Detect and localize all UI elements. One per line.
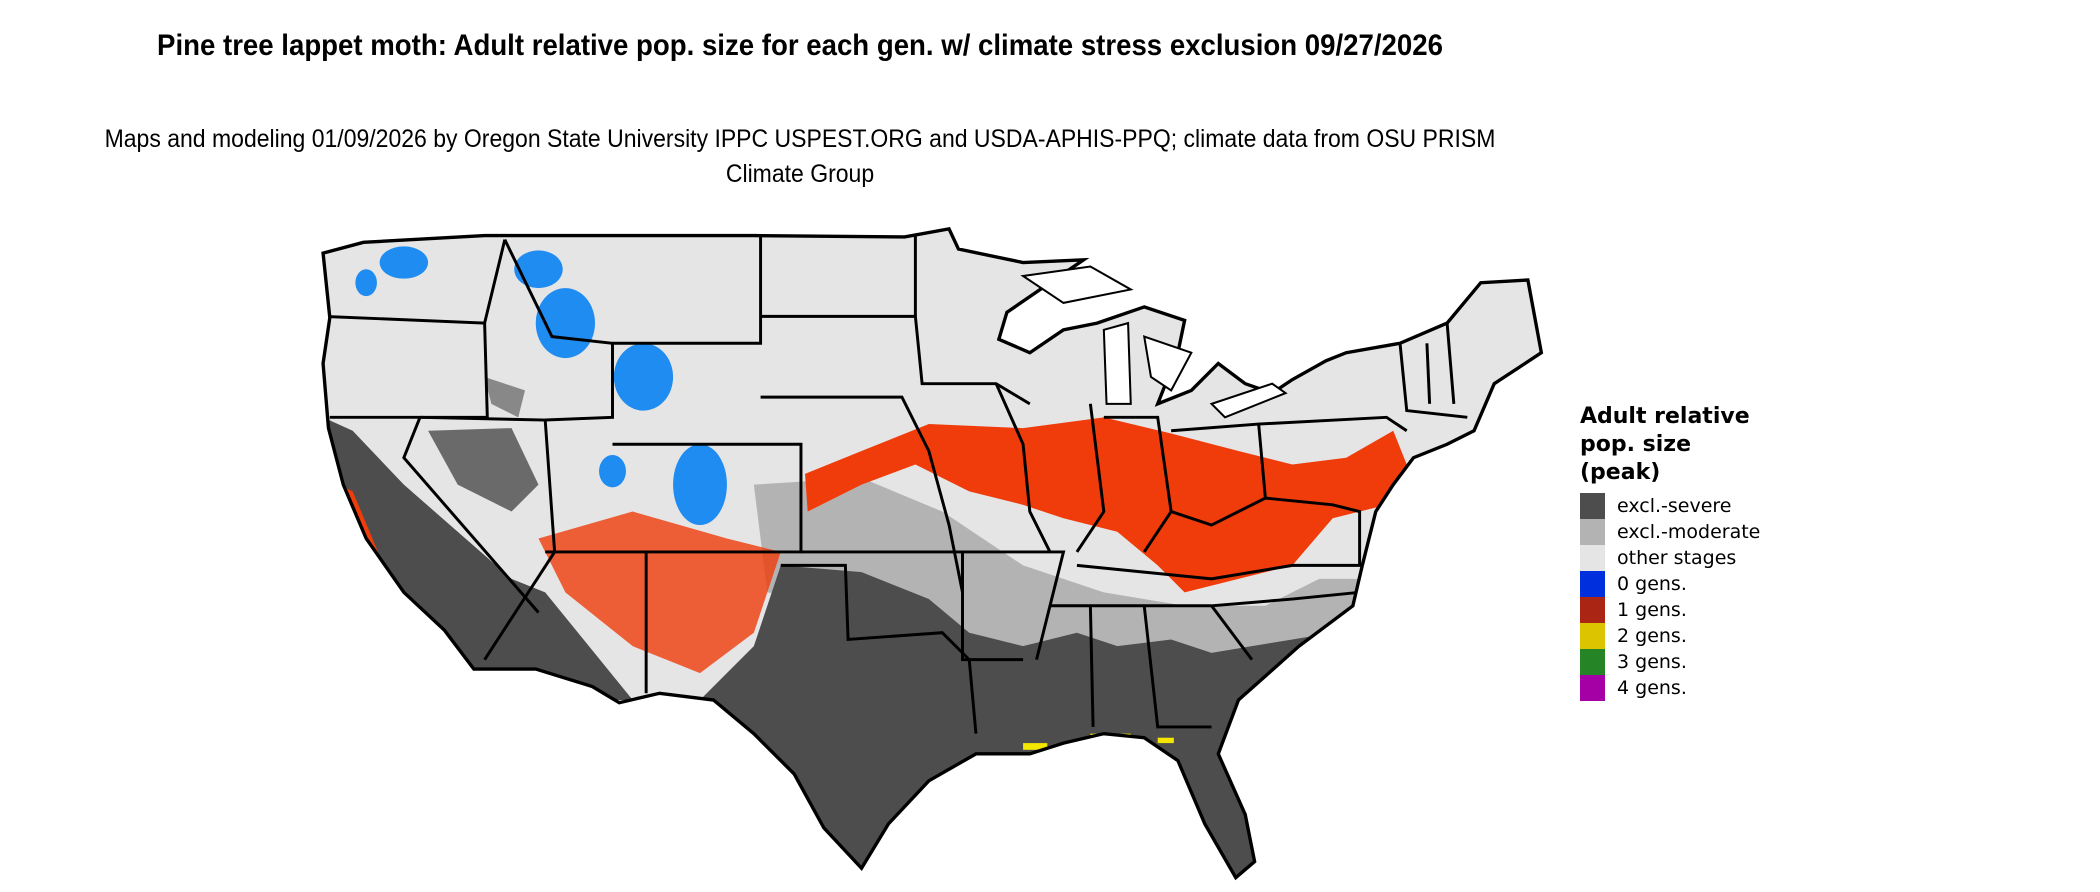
legend-item: 3 gens. [1580,649,1770,675]
legend-item: 4 gens. [1580,675,1770,701]
legend-label: excl.-moderate [1617,521,1761,543]
legend-swatch [1580,493,1605,519]
region-excl-moderate [753,477,1363,674]
map-subtitle: Maps and modeling 01/09/2026 by Oregon S… [104,125,1496,188]
legend-label: 1 gens. [1617,599,1687,621]
legend: Adult relative pop. size (peak) excl.-se… [1580,403,1770,701]
region-1-gen-peak-band [805,417,1407,593]
legend-label: excl.-severe [1617,495,1732,517]
legend-label: other stages [1617,547,1737,569]
legend-item: 1 gens. [1580,597,1770,623]
state-borders [323,235,1468,734]
legend-label: 4 gens. [1617,677,1687,699]
legend-title: Adult relative pop. size (peak) [1580,404,1750,485]
legend-swatch [1580,519,1605,545]
map-title: Pine tree lappet moth: Adult relative po… [157,29,1443,62]
legend-swatch [1580,623,1605,649]
legend-swatch [1580,571,1605,597]
great-lakes [1020,265,1288,419]
legend-swatch [1580,545,1605,571]
legend-swatch [1580,649,1605,675]
legend-item: 2 gens. [1580,623,1770,649]
legend-label: 3 gens. [1617,651,1687,673]
legend-item: excl.-moderate [1580,519,1770,545]
legend-swatch [1580,597,1605,623]
legend-item: other stages [1580,545,1770,571]
legend-label: 2 gens. [1617,625,1687,647]
region-excl-severe-nevada [428,428,539,512]
legend-item: excl.-severe [1580,493,1770,519]
legend-item: 0 gens. [1580,571,1770,597]
legend-label: 0 gens. [1617,573,1687,595]
legend-swatch [1580,675,1605,701]
